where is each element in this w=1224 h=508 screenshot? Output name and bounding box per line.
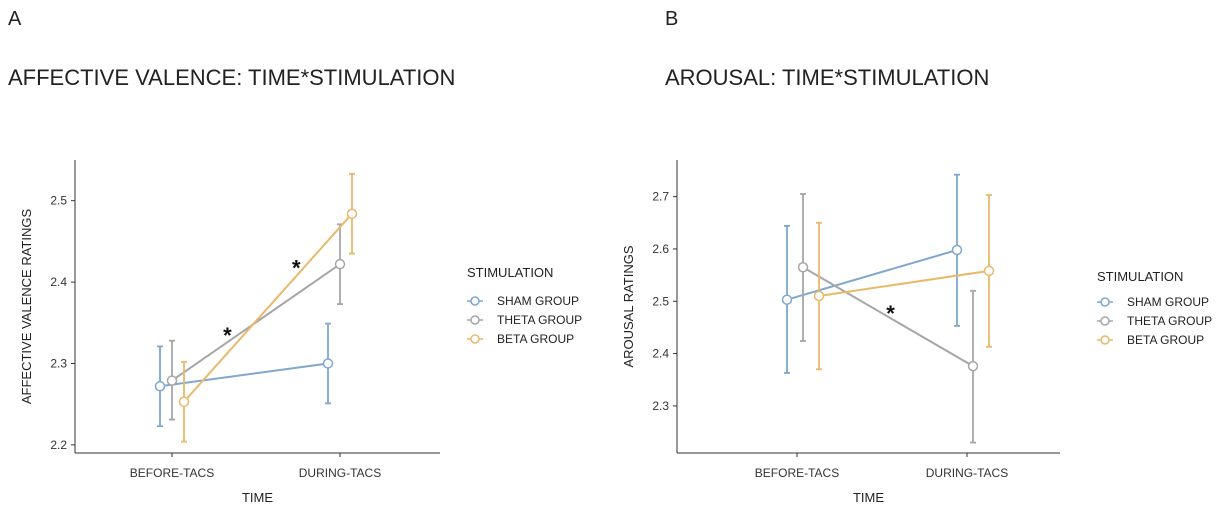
series-line — [786, 249, 958, 301]
legend-key-point — [1100, 335, 1110, 345]
x-tick-label: BEFORE-TACS — [755, 466, 839, 480]
legend-label: SHAM GROUP — [497, 294, 579, 308]
x-axis-title: TIME — [853, 490, 884, 505]
chart-panel-b: B AROUSAL: TIME*STIMULATION 2.3 2.4 2.5 2.6 2.… — [621, 8, 1212, 505]
data-point — [951, 244, 963, 256]
x-tick-label: BEFORE-TACS — [130, 466, 214, 480]
legend-title: STIMULATION — [1097, 269, 1183, 284]
data-point — [322, 358, 334, 369]
series-line — [159, 362, 329, 388]
x-axis-title: TIME — [242, 490, 273, 505]
legend-label: THETA GROUP — [497, 313, 582, 327]
y-tick-label: 2.6 — [652, 242, 669, 256]
chart-title: AROUSAL: TIME*STIMULATION — [665, 65, 989, 90]
y-tick-label: 2.3 — [50, 356, 67, 370]
chart-title: AFFECTIVE VALENCE: TIME*STIMULATION — [8, 65, 455, 90]
y-tick-label: 2.2 — [50, 438, 67, 452]
series-line — [183, 213, 353, 403]
data-point — [346, 208, 358, 219]
y-tick-label: 2.5 — [652, 294, 669, 308]
legend-item: SHAM GROUP — [1097, 295, 1209, 309]
legend-item: THETA GROUP — [1097, 314, 1212, 328]
legend-label: BETA GROUP — [497, 332, 574, 346]
data-point — [178, 396, 190, 407]
data-point — [154, 381, 166, 392]
legend-key-point — [470, 296, 480, 306]
legend-label: BETA GROUP — [1127, 333, 1204, 347]
legend-key-point — [470, 334, 480, 344]
legend-item: BETA GROUP — [467, 332, 574, 346]
legend: STIMULATION SHAM GROUP THETA GROUP BETA GRO… — [467, 265, 582, 346]
legend-label: THETA GROUP — [1127, 314, 1212, 328]
y-tick-label: 2.4 — [50, 275, 67, 289]
legend-key-point — [1100, 316, 1110, 326]
legend-item: SHAM GROUP — [467, 294, 579, 308]
y-axis-title: AFFECTIVE VALENCE RATINGS — [19, 209, 34, 405]
y-tick-label: 2.7 — [652, 190, 669, 204]
series-beta-group — [178, 172, 358, 443]
x-tick-label: DURING-TACS — [926, 466, 1008, 480]
y-tick-label: 2.4 — [652, 347, 669, 361]
series-beta-group — [813, 194, 995, 371]
data-point — [983, 265, 995, 277]
legend-label: SHAM GROUP — [1127, 295, 1209, 309]
data-point — [967, 360, 979, 372]
series-sham-group — [154, 322, 334, 428]
significance-marker: * — [292, 255, 301, 280]
panel-letter: A — [8, 8, 22, 30]
series-line — [802, 266, 974, 368]
legend-item: THETA GROUP — [467, 313, 582, 327]
legend-item: BETA GROUP — [1097, 333, 1204, 347]
series-sham-group — [781, 173, 963, 374]
data-point — [166, 375, 178, 386]
x-tick-label: DURING-TACS — [299, 466, 381, 480]
data-point — [813, 290, 825, 302]
y-tick-label: 2.3 — [652, 399, 669, 413]
chart-panel-a: A AFFECTIVE VALENCE: TIME*STIMULATION 2.2 2… — [8, 8, 582, 505]
legend: STIMULATION SHAM GROUP THETA GROUP BETA GRO… — [1097, 269, 1212, 347]
significance-marker: * — [886, 301, 895, 326]
significance-marker: * — [223, 323, 232, 348]
y-tick-label: 2.5 — [50, 194, 67, 208]
panel-letter: B — [665, 8, 678, 30]
series-theta-group — [797, 193, 979, 444]
legend-title: STIMULATION — [467, 265, 553, 280]
y-axis-title: AROUSAL RATINGS — [621, 245, 636, 367]
data-point — [334, 258, 346, 270]
legend-key-point — [470, 315, 480, 325]
series-line — [818, 269, 990, 298]
legend-key-point — [1100, 297, 1110, 307]
data-point — [797, 262, 809, 273]
data-point — [781, 294, 793, 305]
